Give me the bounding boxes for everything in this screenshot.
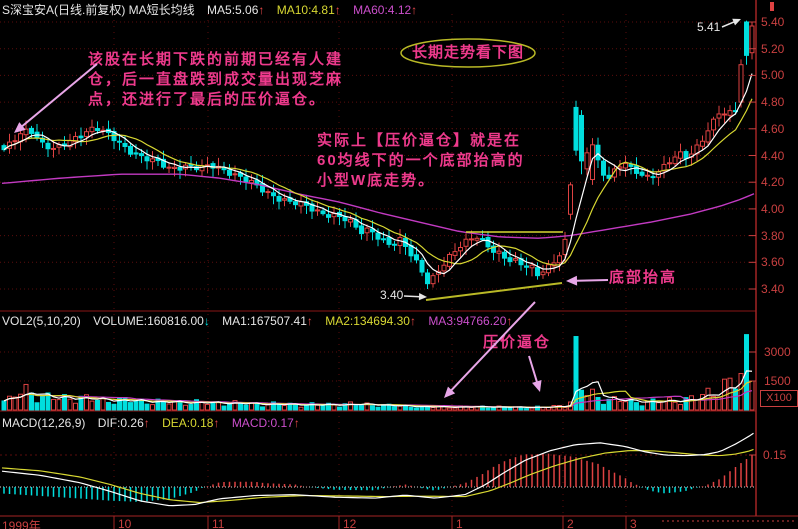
annotation-left-note: 该股在长期下跌的前期已经有人建 仓，后一直盘跌到成交量出现芝麻 点，还进行了最后… [88,50,343,110]
price-axis-label: 4.00 [761,201,785,216]
low-price-label: 3.40 [380,288,404,302]
down-arrow-icon: ↓ [203,314,210,328]
timeline-label: 1 [456,517,463,529]
top-right-marker [770,2,774,11]
dif-value: DIF:0.26 [97,416,144,430]
price-axis-label: 5.40 [761,15,785,29]
up-arrow-icon: ↑ [506,314,513,328]
macd-indicator-header: MACD(12,26,9) DIF:0.26↑ DEA:0.18↑ MACD:0… [2,416,300,430]
annotation-oval-note: 长期走势看下图 [398,43,538,63]
timeline-label: 3 [630,517,637,529]
price-axis-label: 4.20 [761,175,785,190]
annotation-suppress-label: 压价逼仓 [483,333,551,353]
dea-value: DEA:0.18 [162,416,214,430]
price-axis-label: 5.00 [761,68,785,83]
macd-value: MACD:0.17 [231,416,294,430]
up-arrow-icon: ↑ [409,314,416,328]
price-axis-label: 3.40 [761,282,785,296]
volume-unit-badge: X100 [760,390,798,407]
annotation-line: 点，还进行了最后的压价逼仓。 [88,91,327,108]
up-arrow-icon: ↑ [258,3,265,17]
up-arrow-icon: ↑ [334,3,341,17]
volume-indicator-header: VOL2(5,10,20) VOLUME:160816.00↓ MA1:1675… [2,314,512,328]
oval-note-text: 长期走势看下图 [411,44,524,61]
up-arrow-icon: ↑ [293,416,300,430]
up-arrow-icon: ↑ [143,416,150,430]
macd-title: MACD(12,26,9) [2,416,86,430]
spike-price-label: 5.41 [697,20,721,34]
timeline-label: 11 [212,517,225,529]
price-axis-label: 4.80 [761,95,785,110]
annotation-line: 实际上【压价逼仓】就是在 [317,132,522,149]
price-axis-label: 3.60 [761,255,785,270]
price-indicator-header: S深宝安A(日线.前复权) MA短长均线 MA5:5.06↑ MA10:4.81… [2,1,417,18]
annotation-line: 小型W底走势。 [317,172,436,189]
volume-axis-label: 1500 [764,374,791,388]
suppress-text: 压价逼仓 [483,334,552,351]
macd-axis-label: 0.15 [763,448,787,462]
vol-ma1-value: MA1:167507.41 [222,314,307,328]
volume-ma-lines [3,370,753,409]
volume-value: VOLUME:160816.00 [93,314,204,328]
annotation-line: 仓，后一直盘跌到成交量出现芝麻 [88,71,344,88]
price-axis-label: 4.60 [761,121,785,136]
price-axis-label: 5.20 [761,41,785,56]
annotation-mid-note: 实际上【压价逼仓】就是在 60均线下的一个底部抬高的 小型W底走势。 [317,131,525,191]
price-ma-lines [1,73,755,301]
annotation-bottom-raise-label: 底部抬高 [609,268,677,288]
up-arrow-icon: ↑ [411,3,418,17]
up-arrow-icon: ↑ [213,416,220,430]
price-axis-label: 3.80 [761,228,785,243]
annotation-line: 60均线下的一个底部抬高的 [317,152,525,169]
timeline-label: 2 [567,517,574,529]
timeline-label: 12 [343,517,357,529]
vol-title: VOL2(5,10,20) [2,314,81,328]
stock-title: S深宝安A(日线.前复权) MA短长均线 [2,3,195,17]
up-arrow-icon: ↑ [306,314,313,328]
vol-ma3-value: MA3:94766.20 [428,314,507,328]
timeline-label: 1999年 [2,519,41,529]
ma60-value: MA60:4.12 [353,3,412,17]
vol-ma2-value: MA2:134694.30 [325,314,410,328]
macd-panel [1,432,754,507]
timeline-label: 10 [118,517,132,529]
annotation-line: 该股在长期下跌的前期已经有人建 [88,51,344,68]
ma10-value: MA10:4.81 [276,3,335,17]
price-axis-label: 4.40 [761,148,785,163]
bottom-raise-text: 底部抬高 [609,269,678,286]
ma5-value: MA5:5.06 [207,3,259,17]
volume-axis-label: 3000 [764,345,791,359]
